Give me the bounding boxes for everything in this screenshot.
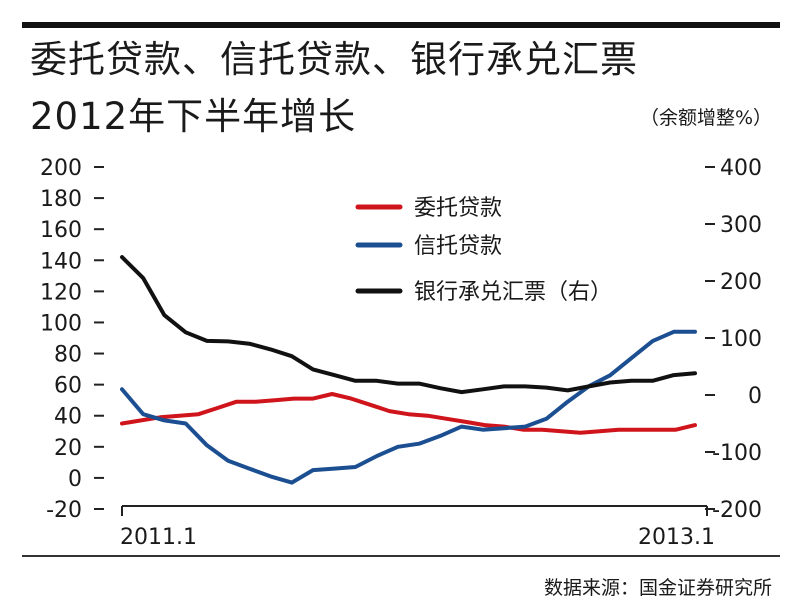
left-tick-label: 20 <box>54 436 82 461</box>
series-line-trust <box>120 329 697 485</box>
left-tick-label: 140 <box>40 249 82 274</box>
left-tick-label: 60 <box>54 374 82 399</box>
chart-subtitle: 2012年下半年增长 <box>30 95 357 138</box>
left-tick-label: 200 <box>40 156 82 181</box>
legend-label-trust: 信托贷款 <box>414 234 502 259</box>
series-line-entrusted <box>120 392 697 435</box>
left-tick-label: 80 <box>54 343 82 368</box>
left-tick-label: -20 <box>46 498 82 523</box>
right-tick-label: -100 <box>712 441 762 466</box>
x-tick-label-end: 2013.1 <box>638 525 715 550</box>
bottom-rule <box>22 555 780 557</box>
right-tick-label: 200 <box>720 270 762 295</box>
series-line-acceptance <box>120 255 697 395</box>
chart-title: 委托贷款、信托贷款、银行承兑汇票 <box>30 38 638 81</box>
legend-label-acceptance: 银行承兑汇票（右） <box>414 280 612 305</box>
right-tick-label: 400 <box>720 156 762 181</box>
left-tick-label: 180 <box>40 187 82 212</box>
right-tick-label: -200 <box>712 498 762 523</box>
top-rule <box>22 22 780 28</box>
left-tick-label: 120 <box>40 280 82 305</box>
left-tick-label: 0 <box>68 467 82 492</box>
left-tick-label: 100 <box>40 311 82 336</box>
right-tick-label: 100 <box>720 327 762 352</box>
legend-label-entrusted: 委托贷款 <box>414 196 502 221</box>
left-tick-label: 160 <box>40 218 82 243</box>
unit-note: （余额增整%） <box>639 107 772 129</box>
x-tick-label-start: 2011.1 <box>120 525 197 550</box>
right-tick-label: 300 <box>720 213 762 238</box>
left-tick-label: 40 <box>54 405 82 430</box>
source-note: 数据来源：国金证券研究所 <box>543 577 772 599</box>
right-tick-label: 0 <box>748 384 762 409</box>
